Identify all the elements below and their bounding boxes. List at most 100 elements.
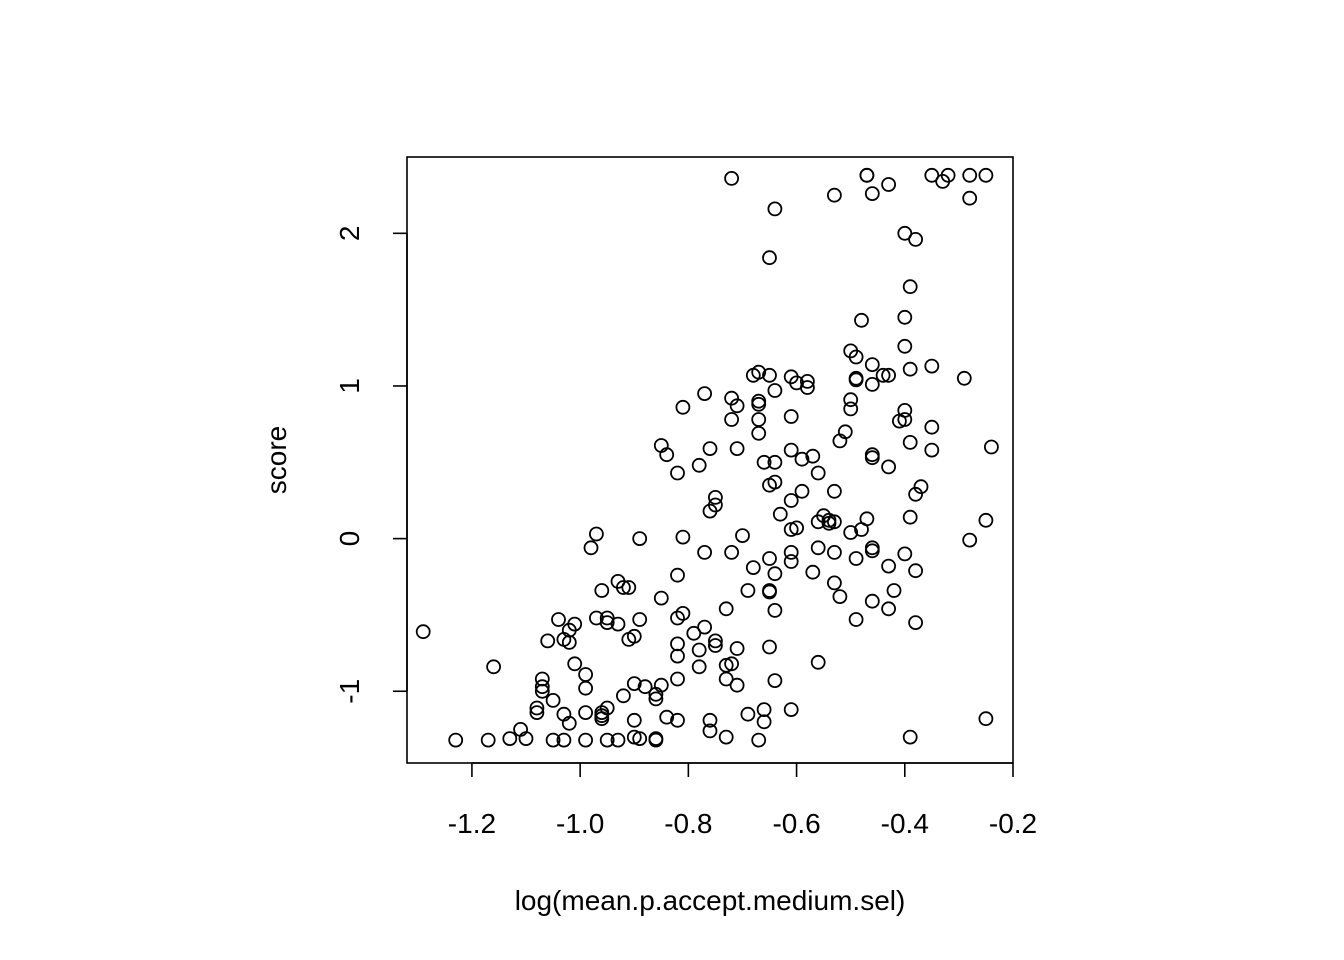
data-point	[810, 654, 826, 670]
data-point	[697, 386, 712, 402]
data-point	[978, 711, 994, 727]
data-point	[594, 583, 610, 598]
data-point	[843, 401, 859, 417]
data-point	[767, 383, 783, 398]
data-point	[534, 679, 550, 695]
data-point	[670, 712, 685, 728]
data-point	[962, 532, 978, 548]
data-point	[767, 454, 783, 470]
data-point	[578, 680, 593, 696]
x-tick-label: -0.8	[664, 808, 712, 839]
data-point	[864, 543, 880, 559]
data-point	[718, 601, 734, 617]
data-point	[670, 465, 685, 481]
data-point	[745, 560, 761, 575]
data-point	[599, 700, 615, 716]
data-point	[632, 612, 648, 627]
data-point	[924, 442, 940, 458]
data-point	[545, 732, 561, 748]
y-axis: -1 0 1 2	[334, 226, 408, 704]
data-point	[653, 677, 669, 693]
data-point	[924, 167, 940, 183]
x-tick-label: -1.0	[556, 808, 604, 839]
data-point	[659, 447, 675, 463]
data-point	[480, 732, 496, 748]
data-point	[502, 731, 518, 746]
data-point	[610, 732, 626, 748]
data-point	[756, 702, 772, 717]
data-point	[902, 279, 918, 295]
data-point	[897, 309, 913, 325]
data-point	[962, 190, 978, 206]
data-point	[415, 624, 431, 640]
data-point	[800, 380, 815, 395]
data-point	[589, 526, 604, 542]
data-point	[648, 732, 664, 748]
data-point	[567, 616, 583, 632]
data-point	[675, 399, 691, 415]
data-point	[783, 554, 799, 569]
data-point	[767, 603, 783, 618]
data-point	[702, 723, 718, 739]
data-point	[653, 590, 669, 606]
data-point	[864, 376, 880, 392]
data-point	[908, 231, 923, 247]
data-point	[864, 593, 880, 609]
data-point	[686, 625, 702, 641]
data-point	[735, 528, 750, 543]
data-point	[708, 489, 723, 505]
data-point	[789, 520, 804, 536]
data-point	[956, 370, 972, 386]
data-point	[837, 424, 853, 440]
data-point	[978, 512, 994, 528]
data-point	[810, 540, 826, 556]
x-axis-title: log(mean.p.accept.medium.sel)	[515, 885, 906, 916]
data-point	[518, 731, 534, 746]
data-point	[897, 412, 913, 427]
data-point	[724, 656, 739, 672]
data-point	[626, 628, 642, 644]
data-point	[772, 506, 788, 522]
data-point	[902, 361, 918, 377]
data-point	[751, 396, 767, 412]
data-point	[724, 390, 739, 406]
data-point	[751, 364, 767, 380]
data-point	[616, 580, 631, 595]
data-point	[783, 409, 799, 424]
data-point	[767, 201, 783, 217]
data-point	[881, 459, 896, 475]
data-point	[756, 454, 772, 470]
data-point	[729, 677, 745, 693]
data-point	[908, 615, 923, 630]
data-point	[881, 558, 896, 574]
data-point	[762, 250, 777, 266]
data-point	[848, 370, 864, 386]
data-point	[567, 656, 583, 672]
data-point	[881, 177, 896, 192]
data-point	[756, 714, 772, 730]
data-point	[897, 338, 913, 354]
data-point	[659, 709, 675, 725]
data-point	[718, 671, 734, 687]
data-point	[762, 551, 777, 566]
data-point	[729, 398, 745, 414]
data-point	[599, 732, 615, 748]
y-axis-title: score	[261, 426, 292, 494]
data-point	[751, 732, 767, 748]
x-tick-label: -1.2	[448, 808, 496, 839]
data-point	[610, 616, 626, 632]
data-point	[881, 601, 896, 617]
data-point	[848, 349, 864, 365]
x-axis: -1.2 -1.0 -0.8 -0.6 -0.4 -0.2	[448, 762, 1037, 839]
y-tick-label: -1	[334, 679, 365, 704]
data-point	[832, 589, 848, 604]
data-point	[545, 693, 561, 708]
data-point	[729, 641, 745, 656]
data-point	[940, 167, 956, 183]
data-point	[902, 434, 918, 450]
data-point	[843, 525, 859, 540]
data-point	[675, 606, 691, 621]
data-point	[708, 497, 723, 513]
data-point	[702, 712, 718, 728]
data-point	[486, 659, 502, 675]
